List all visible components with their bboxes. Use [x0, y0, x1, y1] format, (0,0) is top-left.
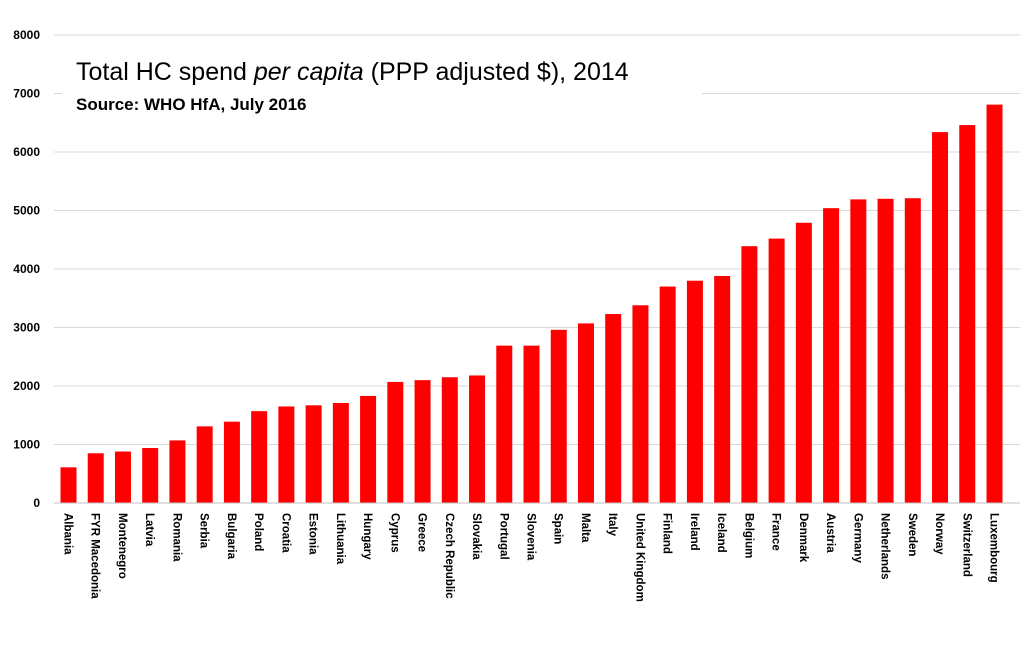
x-tick-label: Poland — [252, 513, 264, 551]
bar — [959, 125, 976, 503]
bar — [768, 238, 785, 503]
bar — [469, 375, 486, 503]
x-tick-label: Switzerland — [960, 513, 972, 577]
chart-title: Total HC spend per capita (PPP adjusted … — [76, 58, 629, 86]
bar — [387, 381, 404, 503]
y-tick-label: 6000 — [13, 145, 40, 159]
bar — [441, 377, 458, 503]
y-tick-label: 4000 — [13, 262, 40, 276]
bar — [278, 406, 295, 503]
y-tick-label: 2000 — [13, 379, 40, 393]
x-tick-label: Bulgaria — [225, 513, 237, 560]
x-tick-label: Finland — [661, 513, 673, 554]
bar — [605, 314, 622, 503]
bar — [60, 467, 77, 503]
x-tick-label: Germany — [851, 513, 863, 563]
x-axis-labels: Albania FYR Macedonia Montenegro Latvia Roma… — [62, 513, 1000, 602]
chart-subtitle: Source: WHO HfA, July 2016 — [76, 95, 307, 114]
x-tick-label: Cyprus — [388, 513, 400, 553]
bar — [332, 402, 349, 503]
x-tick-label: Malta — [579, 513, 591, 543]
bar — [196, 426, 213, 503]
x-tick-label: Serbia — [198, 513, 210, 549]
x-tick-label: Albania — [62, 513, 74, 555]
x-tick-label: Slovakia — [470, 513, 482, 560]
bar — [142, 448, 159, 503]
y-axis-ticks: 0 1000 2000 3000 4000 5000 6000 7000 8000 — [13, 28, 40, 510]
bar — [741, 246, 758, 503]
x-tick-label: Netherlands — [879, 513, 891, 579]
bar — [87, 453, 104, 503]
x-tick-label: Ireland — [688, 513, 700, 551]
bar — [496, 345, 513, 503]
x-tick-label: Norway — [933, 513, 945, 555]
x-tick-label: Hungary — [361, 513, 373, 560]
y-tick-label: 0 — [33, 496, 40, 510]
y-tick-label: 1000 — [13, 438, 40, 452]
bar — [904, 198, 921, 503]
bar — [223, 421, 240, 503]
x-tick-label: Montenegro — [116, 513, 128, 579]
x-tick-label: Belgium — [742, 513, 754, 558]
x-tick-label: Portugal — [497, 513, 509, 560]
x-tick-label: Luxembourg — [988, 513, 1000, 583]
bar — [986, 104, 1003, 504]
x-tick-label: Czech Republic — [443, 513, 455, 599]
bar — [795, 222, 812, 503]
bar — [632, 305, 649, 503]
bar — [550, 329, 567, 503]
x-tick-label: Croatia — [279, 513, 291, 553]
bar — [523, 345, 540, 503]
bar — [577, 323, 594, 503]
x-tick-label: France — [770, 513, 782, 551]
y-tick-label: 7000 — [13, 87, 40, 101]
bar — [686, 280, 703, 503]
bar — [659, 286, 676, 503]
x-tick-label: Austria — [824, 513, 836, 553]
x-tick-label: Iceland — [715, 513, 727, 553]
y-tick-label: 5000 — [13, 204, 40, 218]
bar — [823, 208, 840, 503]
bar — [360, 395, 377, 503]
x-tick-label: Denmark — [797, 513, 809, 563]
y-tick-label: 3000 — [13, 321, 40, 335]
y-tick-label: 8000 — [13, 28, 40, 42]
bar — [850, 199, 867, 503]
bar — [169, 440, 186, 503]
x-tick-label: Spain — [552, 513, 564, 544]
x-tick-label: Romania — [170, 513, 182, 562]
bar — [932, 132, 949, 504]
bar — [251, 411, 268, 503]
bar — [305, 405, 322, 503]
bars — [60, 104, 1003, 504]
title-backdrop — [62, 52, 702, 124]
x-tick-label: Greece — [416, 513, 428, 552]
x-tick-label: FYR Macedonia — [89, 513, 101, 599]
x-tick-label: Slovenia — [525, 513, 537, 561]
bar — [114, 451, 131, 503]
bar — [414, 380, 431, 503]
x-tick-label: Latvia — [143, 513, 155, 547]
x-tick-label: Sweden — [906, 513, 918, 556]
x-tick-label: United Kingdom — [633, 513, 645, 602]
x-tick-label: Lithuania — [334, 513, 346, 565]
bar — [714, 276, 731, 503]
bar — [877, 198, 894, 504]
x-tick-label: Italy — [606, 513, 618, 537]
x-tick-label: Estonia — [307, 513, 319, 555]
